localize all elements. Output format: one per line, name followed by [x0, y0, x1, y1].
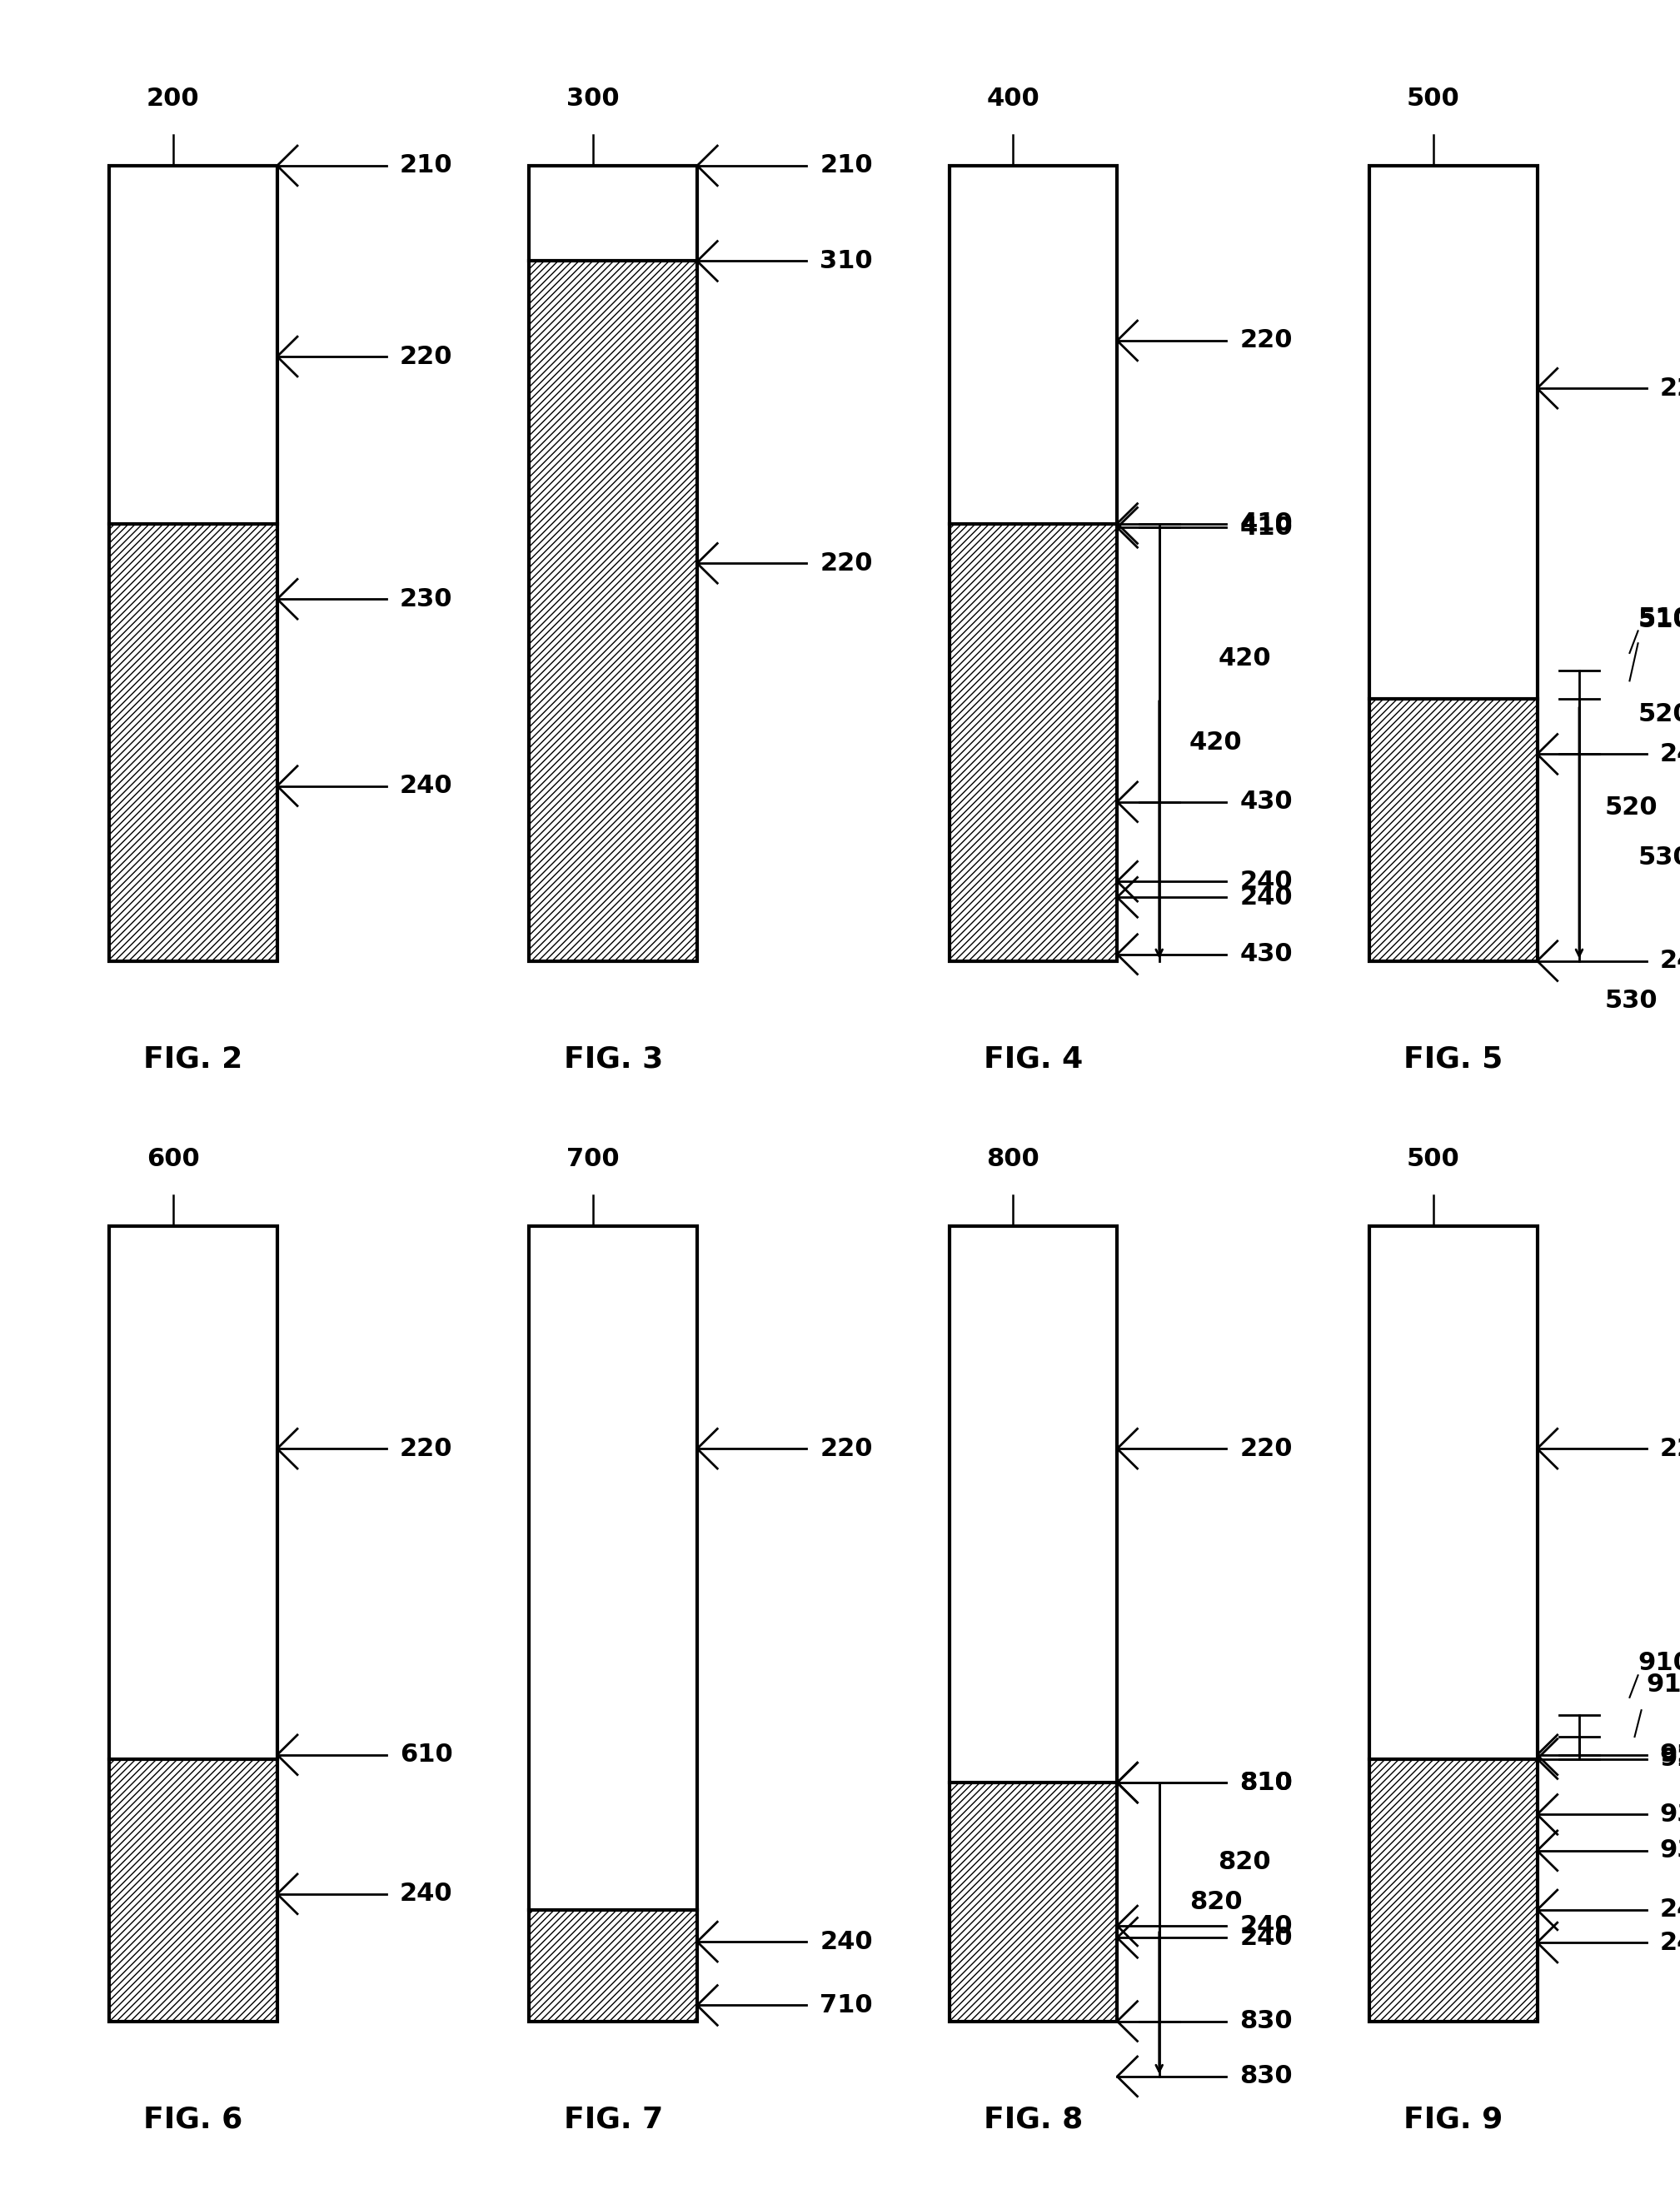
Bar [949, 1783, 1117, 2021]
Text: 920: 920 [1660, 1743, 1680, 1767]
Text: 820: 820 [1189, 1891, 1243, 1913]
Text: 240: 240 [820, 1931, 874, 1953]
Text: 220: 220 [820, 1436, 872, 1460]
Text: 300: 300 [566, 86, 620, 110]
Text: 210: 210 [820, 155, 874, 177]
Text: 700: 700 [566, 1146, 620, 1171]
Text: 520: 520 [1604, 795, 1658, 820]
Text: 710: 710 [820, 1993, 874, 2017]
Text: 500: 500 [1406, 86, 1460, 110]
Bar [949, 1226, 1117, 1783]
Text: 220: 220 [1240, 329, 1292, 353]
Text: 420: 420 [1218, 647, 1272, 672]
Text: 240: 240 [1660, 950, 1680, 972]
Text: 800: 800 [986, 1146, 1040, 1171]
Text: 930: 930 [1660, 1803, 1680, 1827]
Text: 240: 240 [1660, 1898, 1680, 1922]
Bar [1369, 1226, 1537, 1758]
Text: 240: 240 [400, 1882, 454, 1906]
Text: 220: 220 [1240, 1436, 1292, 1460]
Text: 310: 310 [820, 250, 874, 274]
Bar [109, 166, 277, 961]
Bar [1369, 166, 1537, 961]
Bar [949, 1226, 1117, 2021]
Bar [109, 1226, 277, 2021]
Bar [109, 524, 277, 961]
Text: 200: 200 [146, 86, 200, 110]
Text: FIG. 8: FIG. 8 [983, 2105, 1084, 2134]
Text: 810: 810 [1240, 1772, 1294, 1794]
Text: 410: 410 [1240, 515, 1294, 539]
Text: 240: 240 [1240, 1926, 1294, 1951]
Bar [529, 1911, 697, 2021]
Text: 220: 220 [820, 552, 872, 574]
Text: 230: 230 [400, 588, 452, 612]
Text: 530: 530 [1638, 846, 1680, 870]
Text: 220: 220 [400, 345, 452, 369]
Text: 910: 910 [1638, 1650, 1680, 1674]
Bar [109, 1226, 277, 1758]
Bar [1369, 698, 1537, 961]
Text: 240: 240 [1240, 870, 1294, 892]
Bar [109, 1758, 277, 2021]
Text: 830: 830 [1240, 2010, 1294, 2032]
Text: 430: 430 [1240, 943, 1294, 965]
Text: 530: 530 [1604, 990, 1658, 1012]
Bar [1369, 1758, 1537, 2021]
Text: 240: 240 [400, 773, 454, 797]
Text: 430: 430 [1240, 791, 1294, 813]
Text: 240: 240 [1240, 1913, 1294, 1937]
Bar [529, 1226, 697, 2021]
Text: 920: 920 [1660, 1747, 1680, 1772]
Text: 240: 240 [1660, 1931, 1680, 1955]
Text: FIG. 7: FIG. 7 [563, 2105, 664, 2134]
Text: FIG. 6: FIG. 6 [143, 2105, 244, 2134]
Text: 600: 600 [146, 1146, 200, 1171]
Bar [1369, 166, 1537, 698]
Text: 510: 510 [1638, 607, 1680, 632]
Text: 500: 500 [1406, 1146, 1460, 1171]
Text: 910: 910 [1646, 1672, 1680, 1697]
Text: 510: 510 [1638, 607, 1680, 632]
Text: 420: 420 [1189, 731, 1243, 753]
Text: 930: 930 [1660, 1838, 1680, 1862]
Text: 830: 830 [1240, 2065, 1294, 2088]
Text: 240: 240 [1240, 886, 1294, 910]
Text: 210: 210 [400, 155, 454, 177]
Text: FIG. 3: FIG. 3 [563, 1045, 664, 1074]
Bar [529, 1226, 697, 1911]
Text: 610: 610 [400, 1743, 454, 1767]
Text: 220: 220 [1660, 1436, 1680, 1460]
Bar [109, 166, 277, 524]
Bar [949, 166, 1117, 961]
Text: 820: 820 [1218, 1851, 1272, 1873]
Bar [529, 166, 697, 961]
Text: FIG. 5: FIG. 5 [1403, 1045, 1504, 1074]
Text: 410: 410 [1240, 512, 1294, 535]
Text: 400: 400 [986, 86, 1040, 110]
Text: FIG. 4: FIG. 4 [983, 1045, 1084, 1074]
Text: FIG. 2: FIG. 2 [143, 1045, 244, 1074]
Text: 240: 240 [1660, 742, 1680, 767]
Bar [529, 166, 697, 261]
Text: 220: 220 [400, 1436, 452, 1460]
Bar [529, 261, 697, 961]
Text: 810: 810 [1240, 1772, 1294, 1794]
Bar [949, 524, 1117, 961]
Bar [949, 166, 1117, 524]
Bar [1369, 1226, 1537, 2021]
Text: 520: 520 [1638, 702, 1680, 727]
Text: 220: 220 [1660, 376, 1680, 400]
Text: FIG. 9: FIG. 9 [1403, 2105, 1504, 2134]
